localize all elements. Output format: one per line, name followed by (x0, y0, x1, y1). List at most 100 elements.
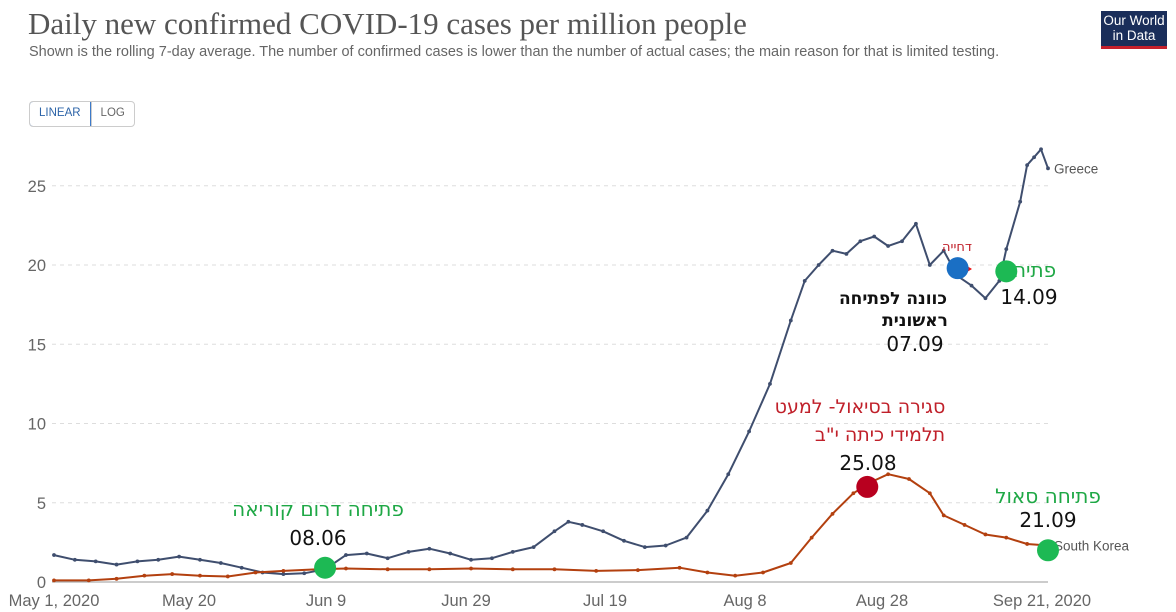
data-point (510, 549, 515, 554)
y-tick-label: 20 (28, 257, 46, 275)
data-point (281, 572, 286, 576)
x-tick-label: May 20 (162, 592, 216, 610)
y-tick-label: 10 (28, 416, 46, 434)
data-point (726, 472, 731, 477)
data-point (761, 570, 765, 575)
annotation-seoul-open-date: 21.09 (1019, 508, 1076, 532)
data-point (1004, 535, 1009, 540)
data-point (72, 557, 77, 562)
data-point (469, 557, 473, 562)
data-point (1025, 542, 1030, 546)
annotation-seoul-close-date: 25.08 (839, 451, 896, 475)
data-point (733, 573, 738, 578)
data-point (427, 567, 432, 572)
data-point (1039, 147, 1043, 152)
data-point (830, 248, 835, 253)
annotation-seoul-close-line2: תלמידי כיתה י"ב (815, 424, 945, 446)
data-point (469, 566, 473, 571)
data-point (886, 472, 891, 477)
data-point (851, 491, 856, 496)
data-point (531, 545, 536, 550)
data-point (844, 252, 849, 256)
annotation-marker-greece-open (995, 260, 1018, 283)
data-point (1004, 247, 1009, 252)
data-point (302, 571, 307, 576)
data-point (594, 569, 599, 573)
y-tick-label: 5 (37, 495, 46, 513)
data-point (788, 561, 793, 565)
data-point (858, 239, 863, 244)
data-point (198, 557, 202, 562)
data-point (768, 381, 772, 386)
annotation-greece-plan-line2: ראשונית (882, 311, 948, 331)
data-point (552, 529, 557, 534)
x-tick-label: May 1, 2020 (9, 592, 100, 610)
data-point (622, 538, 626, 543)
data-point (86, 578, 91, 583)
data-point (552, 567, 557, 572)
data-point (1032, 155, 1036, 160)
log-scale-button[interactable]: LOG (90, 102, 134, 126)
data-point (510, 567, 515, 572)
data-point (1025, 163, 1030, 168)
data-point (872, 234, 877, 239)
data-point (218, 561, 223, 565)
data-point (490, 556, 494, 561)
y-tick-label: 15 (28, 336, 46, 354)
x-tick-label: Aug 28 (856, 592, 908, 610)
data-point (788, 318, 793, 323)
scale-toggle: LINEAR LOG (29, 101, 135, 127)
annotation-greece-open-date: 14.09 (1000, 285, 1057, 309)
annotation-seoul-open-text: פתיחה סאול (995, 484, 1101, 508)
data-point (344, 566, 348, 571)
data-point (385, 556, 390, 561)
data-point (156, 557, 161, 562)
data-point (580, 523, 585, 527)
data-point (983, 532, 988, 537)
data-point (198, 573, 202, 578)
data-point (114, 562, 119, 567)
data-point (962, 523, 967, 527)
y-tick-label: 0 (37, 574, 46, 592)
series-line-greece[interactable] (53, 148, 1049, 576)
x-tick-label: Jun 29 (441, 592, 491, 610)
data-point (684, 535, 689, 540)
data-point (705, 570, 710, 575)
x-tick-label: Aug 8 (723, 592, 766, 610)
logo-line-1: Our World (1103, 13, 1165, 28)
data-point (816, 263, 821, 267)
data-point (601, 529, 606, 534)
annotation-korea-open-date: 08.06 (289, 526, 346, 550)
data-point (52, 553, 56, 557)
series-label-greece: Greece (1054, 161, 1098, 176)
data-point (677, 565, 682, 570)
data-point (907, 477, 911, 481)
data-point (941, 513, 946, 518)
linear-scale-button[interactable]: LINEAR (29, 102, 91, 126)
annotation-marker-seoul-open (1037, 539, 1059, 562)
data-point (364, 551, 369, 556)
data-point (983, 296, 988, 301)
annotation-marker-seoul-close (856, 475, 879, 498)
data-point (566, 519, 571, 524)
owid-logo[interactable]: Our World in Data (1101, 11, 1167, 49)
data-point (52, 578, 56, 583)
logo-accent-bar (1101, 46, 1167, 49)
data-point (802, 278, 807, 283)
data-point (1018, 199, 1023, 204)
annotation-marker-korea-open (314, 556, 337, 579)
x-tick-label: Sep 21, 2020 (993, 592, 1091, 610)
data-point (225, 574, 230, 579)
data-point (406, 549, 411, 554)
data-point (642, 545, 647, 550)
series-label-south-korea: South Korea (1054, 539, 1130, 554)
data-point (344, 553, 348, 557)
data-point (830, 511, 835, 516)
series-line-south-korea[interactable] (54, 473, 1049, 582)
data-point (809, 535, 814, 540)
data-point (705, 508, 710, 513)
data-point (142, 573, 147, 578)
annotation-greece-plan-line1: כוונה לפתיחה (839, 289, 947, 309)
annotation-greece-plan-date: 07.09 (886, 332, 943, 356)
data-point (239, 565, 244, 570)
